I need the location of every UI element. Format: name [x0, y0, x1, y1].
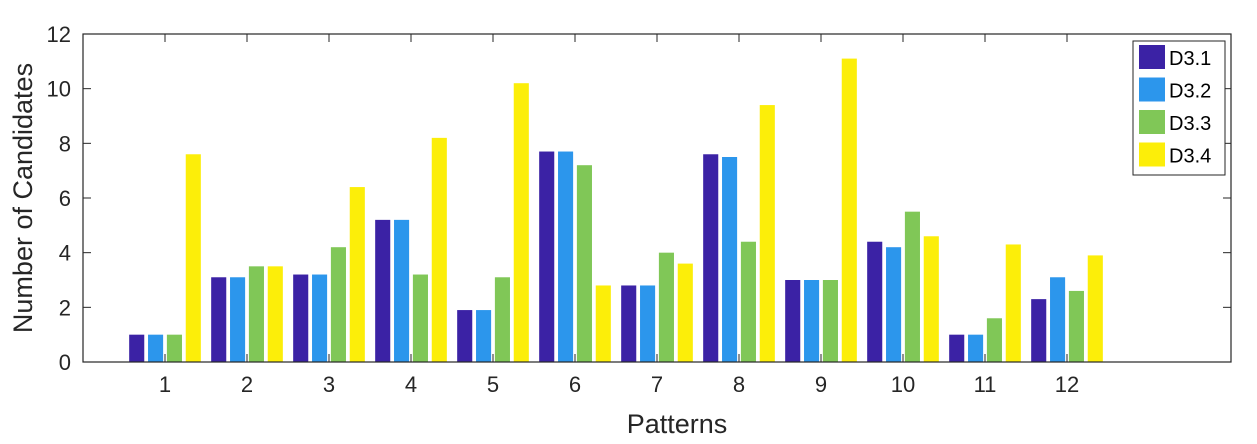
bar-d3-1-pattern-11: [949, 334, 965, 362]
bar-d3-3-pattern-4: [412, 274, 428, 362]
x-tick-label-4: 4: [405, 372, 417, 397]
bar-d3-1-pattern-12: [1031, 299, 1047, 362]
bar-d3-3-pattern-3: [330, 247, 346, 362]
bar-d3-3-pattern-7: [658, 252, 674, 362]
x-tick-label-3: 3: [323, 372, 335, 397]
bar-d3-3-pattern-6: [576, 165, 592, 362]
bar-d3-3-pattern-2: [248, 266, 264, 362]
bar-d3-4-pattern-1: [185, 154, 201, 362]
bar-d3-2-pattern-8: [722, 157, 738, 362]
bar-d3-1-pattern-9: [785, 280, 801, 362]
bar-d3-2-pattern-4: [394, 219, 410, 362]
x-tick-label-11: 11: [974, 372, 997, 397]
bar-d3-2-pattern-6: [558, 151, 574, 362]
bar-d3-3-pattern-10: [904, 211, 920, 362]
x-tick-label-9: 9: [815, 372, 827, 397]
x-tick-label-10: 10: [891, 372, 915, 397]
bar-d3-4-pattern-7: [677, 263, 693, 362]
bar-d3-2-pattern-1: [148, 334, 164, 362]
bar-d3-2-pattern-3: [312, 274, 328, 362]
bar-d3-3-pattern-11: [986, 318, 1002, 362]
legend-swatch-d3-2: [1139, 77, 1165, 102]
bar-d3-4-pattern-5: [513, 83, 529, 362]
bar-d3-2-pattern-2: [230, 277, 246, 362]
bar-d3-4-pattern-11: [1005, 244, 1021, 362]
y-tick-label-4: 4: [59, 241, 71, 266]
y-tick-label-2: 2: [59, 295, 71, 320]
legend-label-d3-4: D3.4: [1169, 146, 1211, 168]
bar-d3-4-pattern-12: [1087, 255, 1103, 362]
bar-d3-2-pattern-5: [476, 310, 492, 362]
bar-d3-4-pattern-10: [923, 236, 939, 362]
bar-d3-1-pattern-10: [867, 241, 883, 362]
bar-d3-2-pattern-7: [640, 285, 656, 362]
bar-d3-4-pattern-4: [431, 137, 447, 362]
bar-d3-3-pattern-9: [822, 280, 838, 362]
y-tick-label-6: 6: [59, 186, 71, 211]
bar-d3-1-pattern-1: [129, 334, 145, 362]
bar-d3-3-pattern-5: [494, 277, 510, 362]
x-tick-label-1: 1: [159, 372, 171, 397]
x-axis-label: Patterns: [627, 409, 728, 439]
y-tick-label-8: 8: [59, 131, 71, 156]
bar-d3-3-pattern-8: [740, 241, 756, 362]
x-tick-label-12: 12: [1055, 372, 1079, 397]
y-tick-label-10: 10: [47, 77, 71, 102]
x-tick-label-5: 5: [487, 372, 499, 397]
legend-swatch-d3-1: [1139, 45, 1165, 69]
legend-label-d3-3: D3.3: [1169, 113, 1211, 135]
bar-d3-1-pattern-6: [539, 151, 555, 362]
y-axis-label: Number of Candidates: [8, 63, 38, 333]
x-tick-label-8: 8: [733, 372, 745, 397]
bar-d3-1-pattern-2: [211, 277, 227, 362]
bars-layer: [129, 58, 1103, 362]
y-tick-label-0: 0: [59, 350, 71, 375]
bar-d3-2-pattern-10: [886, 247, 902, 362]
legend-swatch-d3-4: [1139, 142, 1165, 167]
bar-d3-4-pattern-6: [595, 285, 611, 362]
legend-swatch-d3-3: [1139, 110, 1165, 134]
bar-d3-1-pattern-8: [703, 154, 719, 362]
x-tick-label-6: 6: [569, 372, 581, 397]
bar-d3-2-pattern-9: [804, 280, 820, 362]
bar-d3-4-pattern-8: [759, 105, 775, 362]
bar-d3-4-pattern-2: [267, 266, 283, 362]
bar-d3-3-pattern-1: [166, 334, 182, 362]
legend-label-d3-2: D3.2: [1169, 81, 1211, 103]
bar-d3-1-pattern-4: [375, 219, 391, 362]
x-tick-label-2: 2: [241, 372, 253, 397]
bar-d3-4-pattern-3: [349, 187, 365, 362]
bar-d3-1-pattern-5: [457, 310, 473, 362]
legend: D3.1 D3.2 D3.3 D3.4: [1132, 40, 1226, 176]
bar-d3-2-pattern-11: [968, 334, 984, 362]
y-tick-label-12: 12: [47, 22, 71, 47]
bar-d3-4-pattern-9: [841, 58, 857, 362]
legend-label-d3-1: D3.1: [1169, 48, 1211, 70]
bar-d3-1-pattern-7: [621, 285, 637, 362]
bar-d3-3-pattern-12: [1068, 290, 1084, 362]
bar-d3-2-pattern-12: [1050, 277, 1066, 362]
x-tick-label-7: 7: [651, 372, 663, 397]
bar-d3-1-pattern-3: [293, 274, 309, 362]
